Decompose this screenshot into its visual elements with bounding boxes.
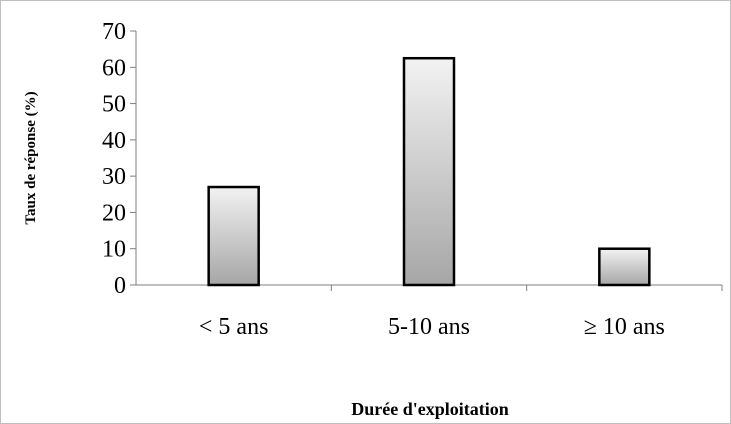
y-tick-label: 70: [102, 19, 126, 45]
y-tick-label: 10: [102, 237, 126, 263]
y-axis-title: Taux de réponse (%): [23, 91, 39, 224]
bar: [402, 56, 456, 287]
y-axis: 0 10 20 30 40 50 60 70: [102, 19, 137, 299]
x-tick-label: 5-10 ans: [388, 314, 470, 340]
y-tick-label: 0: [114, 273, 126, 299]
y-tick-label: 60: [102, 55, 126, 81]
bars: [207, 56, 651, 287]
y-tick-label: 30: [102, 164, 126, 190]
bar: [598, 247, 651, 287]
x-axis-title: Durée d'exploitation: [351, 399, 509, 419]
x-tick-label: < 5 ans: [199, 314, 269, 340]
y-tick-label: 50: [102, 92, 126, 118]
y-tick-label: 40: [102, 128, 126, 154]
y-tick-label: 20: [102, 200, 126, 226]
bar: [207, 185, 260, 287]
x-tick-label: ≥ 10 ans: [584, 314, 665, 340]
